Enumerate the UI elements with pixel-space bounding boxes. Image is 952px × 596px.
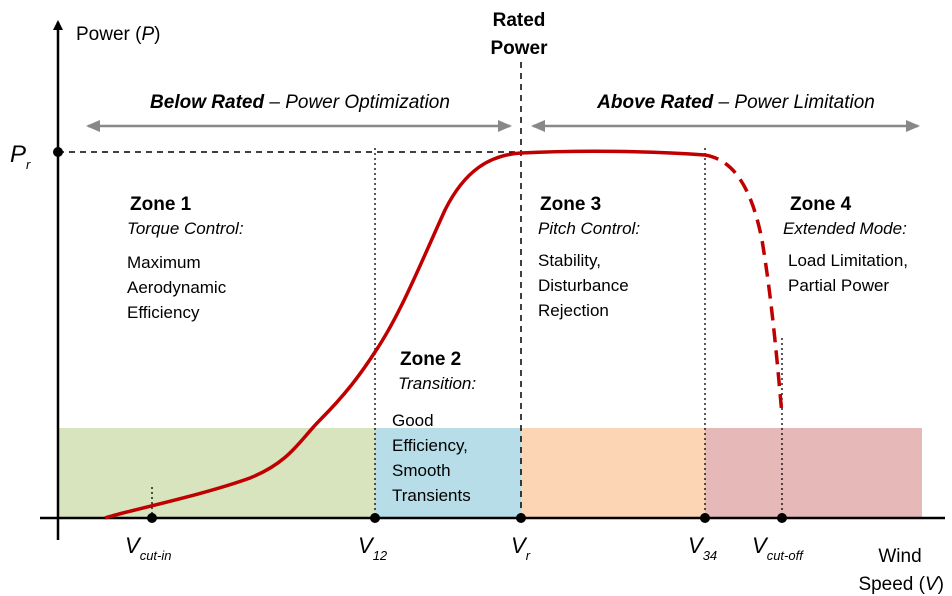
speed-symbol: V bbox=[125, 533, 142, 558]
zone-title: Zone 2 bbox=[400, 349, 461, 370]
y-axis-label: Power (P) bbox=[76, 24, 160, 45]
zone-text: Good bbox=[392, 411, 434, 430]
zone-text: Efficiency bbox=[127, 303, 200, 322]
zone-text: Maximum bbox=[127, 253, 201, 272]
speed-label: Vcut-in bbox=[125, 533, 171, 563]
speed-symbol: V bbox=[688, 533, 705, 558]
speed-symbol: V bbox=[511, 533, 528, 558]
rated-level-label: Pr bbox=[10, 141, 31, 172]
speed-subscript: cut-off bbox=[767, 548, 805, 563]
speed-labels: Vcut-in V12 Vr V34 Vcut-off bbox=[125, 533, 804, 563]
zone-mode: Torque Control: bbox=[127, 219, 244, 238]
zone2-bg bbox=[375, 428, 521, 518]
x-axis-label: Speed (V) bbox=[858, 574, 944, 595]
zone-text: Efficiency, bbox=[392, 436, 468, 455]
zone-text: Load Limitation, bbox=[788, 251, 908, 270]
zone-text: Stability, bbox=[538, 251, 601, 270]
speed-label: Vcut-off bbox=[752, 533, 804, 563]
power-curve-extended bbox=[704, 153, 784, 416]
zone-title: Zone 4 bbox=[790, 194, 852, 215]
zone-backgrounds bbox=[58, 428, 922, 518]
zone-title: Zone 1 bbox=[130, 194, 192, 215]
speed-subscript: 12 bbox=[373, 548, 388, 563]
region-label: Below Rated – Power Optimization bbox=[150, 92, 450, 113]
region-label: Above Rated – Power Limitation bbox=[596, 92, 875, 113]
speed-subscript: 34 bbox=[703, 548, 717, 563]
speed-label: V12 bbox=[358, 533, 388, 563]
zone-text: Smooth bbox=[392, 461, 451, 480]
guides bbox=[151, 148, 783, 518]
axis-points bbox=[53, 147, 787, 523]
speed-subscript: r bbox=[526, 548, 531, 563]
x-axis-label: Wind bbox=[878, 546, 921, 567]
zone1-bg bbox=[58, 428, 375, 518]
speed-subscript: cut-in bbox=[140, 548, 172, 563]
rated-label: Rated bbox=[493, 10, 546, 31]
zone-labels: Zone 1 Torque Control: Maximum Aerodynamic E… bbox=[127, 194, 908, 505]
zone-text: Transients bbox=[392, 486, 471, 505]
zone-text: Disturbance bbox=[538, 276, 629, 295]
power-curve bbox=[104, 149, 706, 520]
zone-text: Partial Power bbox=[788, 276, 889, 295]
speed-label: Vr bbox=[511, 533, 531, 563]
zone-title: Zone 3 bbox=[540, 194, 601, 215]
zone-text: Aerodynamic bbox=[127, 278, 227, 297]
zone-mode: Transition: bbox=[398, 374, 476, 393]
speed-label: V34 bbox=[688, 533, 717, 563]
zone-mode: Pitch Control: bbox=[538, 219, 640, 238]
zone-mode: Extended Mode: bbox=[783, 219, 907, 238]
speed-symbol: V bbox=[752, 533, 769, 558]
zone4-bg bbox=[705, 428, 922, 518]
zone3-bg bbox=[521, 428, 705, 518]
speed-symbol: V bbox=[358, 533, 375, 558]
zone-text: Rejection bbox=[538, 301, 609, 320]
rated-label: Power bbox=[490, 38, 548, 59]
